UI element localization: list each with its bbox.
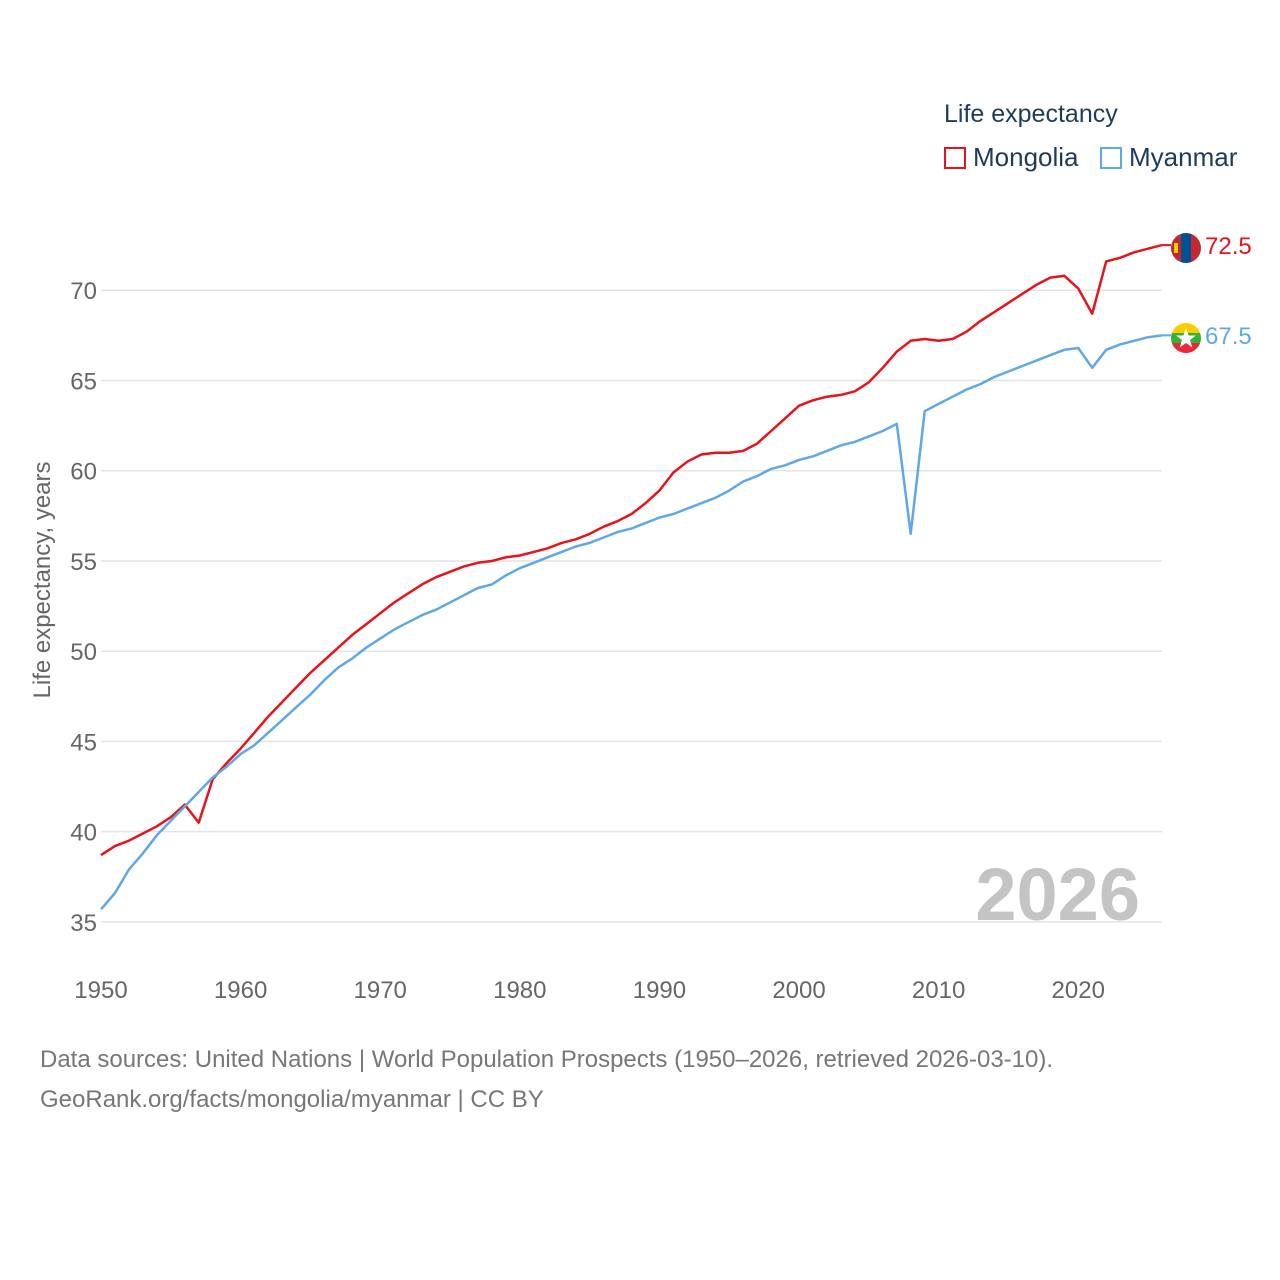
myanmar-flag-icon <box>1171 323 1201 353</box>
series-line-myanmar <box>100 334 1163 911</box>
legend-item-mongolia[interactable]: Mongolia <box>944 142 1079 173</box>
legend-title: Life expectancy <box>944 100 1118 128</box>
y-axis-ticks: 35 40 45 50 55 60 65 70 <box>70 278 97 937</box>
credit-link[interactable]: GeoRank.org/facts/mongolia/myanmar | CC … <box>40 1086 544 1113</box>
data-source-text: Data sources: United Nations | World Pop… <box>40 1046 1054 1073</box>
myanmar-end-label: 67.5 <box>1205 323 1252 350</box>
mongolia-flag-icon <box>1171 233 1201 263</box>
legend-item-myanmar[interactable]: Myanmar <box>1100 142 1237 173</box>
y-axis-label: Life expectancy, years <box>29 461 56 698</box>
y-tick-label: 35 <box>70 910 97 937</box>
y-tick-label: 45 <box>70 729 97 756</box>
y-tick-label: 55 <box>70 549 97 576</box>
legend-swatch-mongolia <box>944 146 966 169</box>
y-tick-label: 60 <box>70 459 97 486</box>
x-tick-label: 2010 <box>912 977 965 1004</box>
x-tick-label: 1990 <box>633 977 686 1004</box>
x-tick-label: 2020 <box>1052 977 1105 1004</box>
mongolia-end-label: 72.5 <box>1205 233 1252 260</box>
x-tick-label: 1960 <box>214 977 267 1004</box>
y-tick-label: 40 <box>70 820 97 847</box>
gridlines <box>101 289 1162 923</box>
y-tick-label: 65 <box>70 368 97 395</box>
year-watermark: 2026 <box>975 853 1140 936</box>
legend-label-mongolia: Mongolia <box>973 142 1079 172</box>
series-line-mongolia <box>100 243 1163 857</box>
x-tick-label: 1980 <box>493 977 546 1004</box>
x-tick-label: 1950 <box>74 977 127 1004</box>
series-lines <box>100 243 1171 911</box>
x-tick-label: 2000 <box>772 977 825 1004</box>
x-axis-ticks: 1950 1960 1970 1980 1990 2000 2010 2020 <box>74 977 1105 1004</box>
y-tick-label: 50 <box>70 639 97 666</box>
legend-swatch-myanmar <box>1100 146 1122 169</box>
legend-label-myanmar: Myanmar <box>1129 142 1238 172</box>
x-tick-label: 1970 <box>354 977 407 1004</box>
y-tick-label: 70 <box>70 278 97 305</box>
